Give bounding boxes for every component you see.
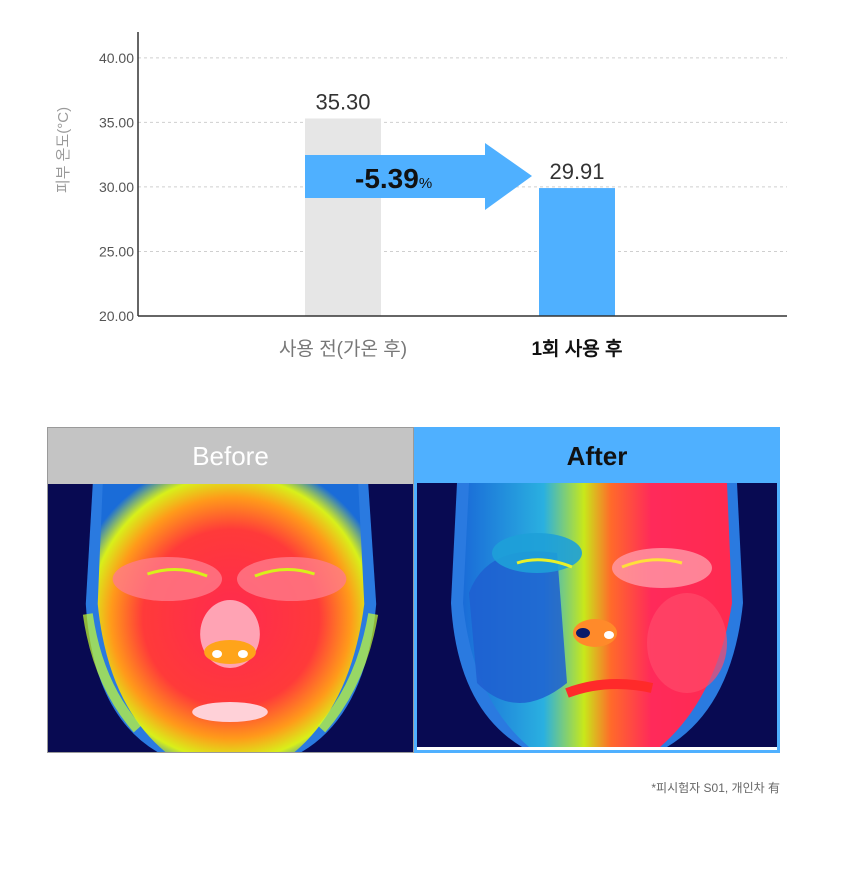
x-category-labels: 사용 전(가온 후) 1회 사용 후 — [279, 338, 623, 360]
bar — [305, 118, 381, 316]
after-label: After — [417, 430, 777, 483]
arrow-label: -5.39% — [355, 163, 432, 194]
y-tick-label: 25.00 — [99, 243, 134, 259]
arrow-shape — [305, 143, 532, 210]
thermal-face-before — [48, 484, 413, 752]
footnote: *피시험자 S01, 개인차 有 — [651, 781, 780, 795]
y-tick-label: 20.00 — [99, 308, 134, 324]
y-tick-label: 30.00 — [99, 179, 134, 195]
value-label: 35.30 — [315, 89, 370, 114]
before-label: Before — [48, 428, 413, 484]
after-panel: After — [414, 427, 780, 753]
value-label: 29.91 — [549, 159, 604, 184]
x-category-label: 1회 사용 후 — [531, 338, 622, 360]
y-tick-labels: 20.00 25.00 30.00 35.00 40.00 — [99, 50, 134, 324]
bar-chart: 20.00 25.00 30.00 35.00 40.00 피부 온도(°C) -5.3… — [55, 32, 787, 360]
y-tick-label: 35.00 — [99, 114, 134, 130]
thermal-face-after — [417, 483, 777, 747]
bars — [305, 118, 615, 316]
y-tick-label: 40.00 — [99, 50, 134, 66]
before-panel: Before — [47, 427, 414, 753]
value-labels: 35.30 29.91 — [315, 89, 604, 184]
y-axis-label: 피부 온도(°C) — [55, 107, 72, 193]
bar — [539, 188, 615, 316]
x-category-label: 사용 전(가온 후) — [279, 338, 407, 360]
gridlines — [138, 57, 787, 252]
change-arrow: -5.39% — [305, 143, 532, 210]
